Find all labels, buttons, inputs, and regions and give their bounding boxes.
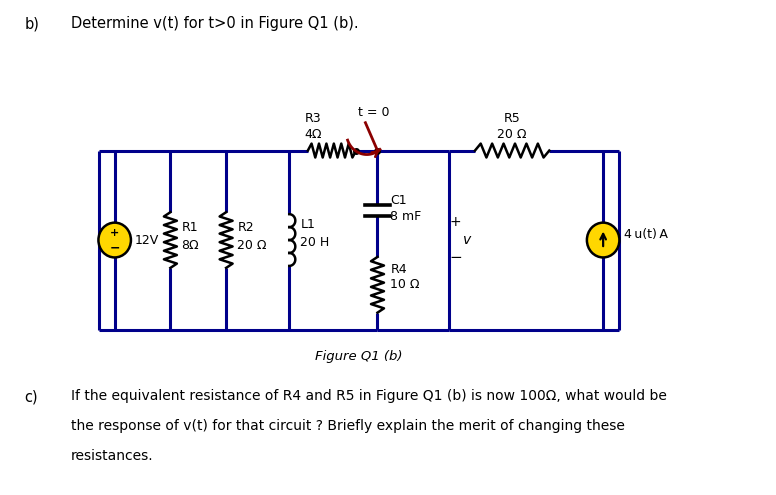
Text: −: − bbox=[449, 250, 462, 265]
Text: +: + bbox=[449, 215, 461, 229]
Text: v: v bbox=[463, 233, 472, 247]
Text: 4Ω: 4Ω bbox=[305, 128, 322, 141]
Text: 8 mF: 8 mF bbox=[390, 210, 421, 223]
Text: 10 Ω: 10 Ω bbox=[390, 278, 420, 291]
Text: −: − bbox=[109, 241, 120, 254]
Circle shape bbox=[587, 223, 619, 257]
Circle shape bbox=[99, 223, 131, 257]
Text: R2: R2 bbox=[237, 221, 254, 234]
Text: R4: R4 bbox=[390, 263, 407, 276]
Text: R5: R5 bbox=[504, 112, 521, 125]
Text: 20 Ω: 20 Ω bbox=[237, 239, 267, 251]
Text: resistances.: resistances. bbox=[71, 449, 154, 463]
Text: If the equivalent resistance of R4 and R5 in Figure Q1 (b) is now 100Ω, what wou: If the equivalent resistance of R4 and R… bbox=[71, 389, 667, 403]
Text: R3: R3 bbox=[305, 112, 322, 125]
Text: L1: L1 bbox=[300, 218, 315, 231]
Text: C1: C1 bbox=[390, 194, 407, 207]
Text: 20 Ω: 20 Ω bbox=[497, 128, 527, 141]
Text: +: + bbox=[110, 228, 120, 238]
Text: R1: R1 bbox=[182, 221, 198, 234]
Text: 20 H: 20 H bbox=[300, 236, 330, 248]
Text: 8Ω: 8Ω bbox=[182, 239, 199, 251]
Text: 12V: 12V bbox=[135, 234, 159, 247]
Text: c): c) bbox=[25, 389, 38, 404]
Text: Determine v(t) for t>0 in Figure Q1 (b).: Determine v(t) for t>0 in Figure Q1 (b). bbox=[71, 16, 359, 31]
Text: t = 0: t = 0 bbox=[358, 106, 390, 119]
Text: 4 u(t) A: 4 u(t) A bbox=[624, 228, 667, 241]
Text: b): b) bbox=[25, 16, 40, 31]
Text: Figure Q1 (b): Figure Q1 (b) bbox=[315, 350, 403, 363]
Text: the response of v(t) for that circuit ? Briefly explain the merit of changing th: the response of v(t) for that circuit ? … bbox=[71, 419, 625, 433]
